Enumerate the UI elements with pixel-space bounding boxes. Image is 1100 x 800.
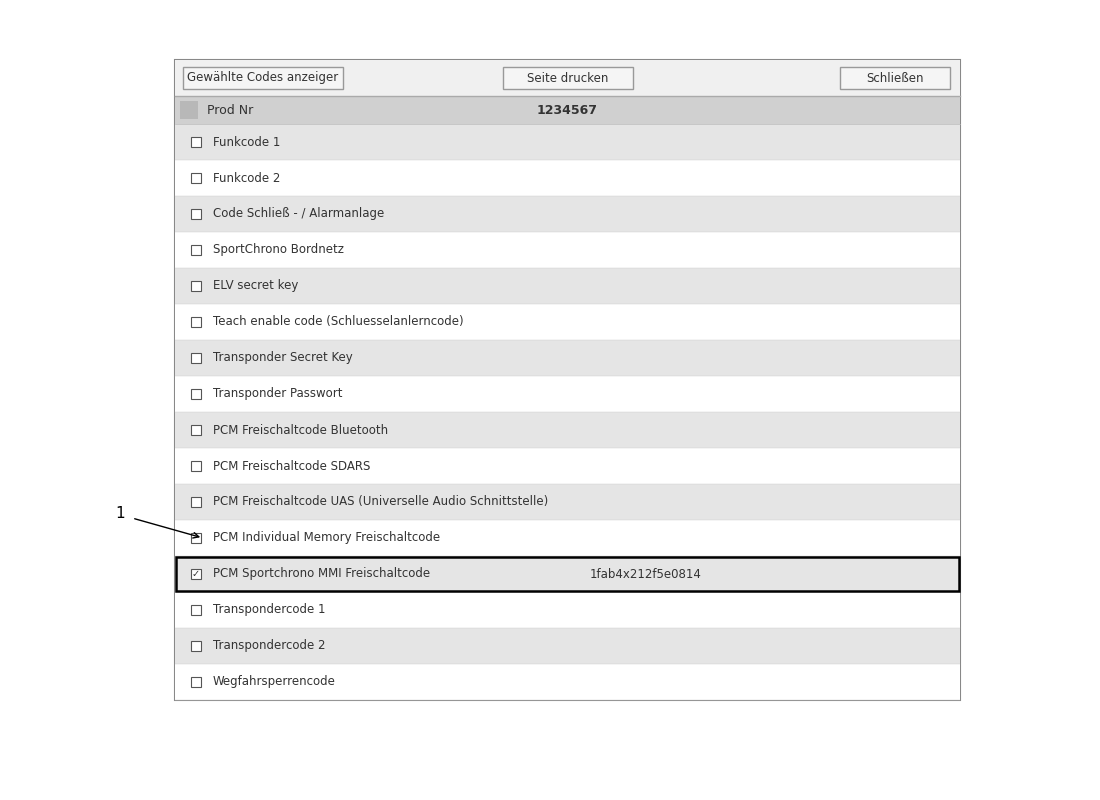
Text: Transponder Secret Key: Transponder Secret Key xyxy=(213,351,353,365)
Bar xyxy=(191,209,201,219)
Bar xyxy=(191,317,201,327)
Text: PCM Sportchrono MMI Freischaltcode: PCM Sportchrono MMI Freischaltcode xyxy=(213,567,430,581)
Text: Funkcode 1: Funkcode 1 xyxy=(213,135,280,149)
Bar xyxy=(191,245,201,255)
Bar xyxy=(175,556,960,592)
Text: 1fab4x212f5e0814: 1fab4x212f5e0814 xyxy=(590,567,702,581)
Bar xyxy=(175,124,960,160)
Bar xyxy=(175,232,960,268)
Text: Funkcode 2: Funkcode 2 xyxy=(213,171,280,185)
Bar xyxy=(180,101,198,119)
Bar xyxy=(840,67,950,89)
Text: Teach enable code (Schluesselanlerncode): Teach enable code (Schluesselanlerncode) xyxy=(213,315,463,329)
Bar xyxy=(191,389,201,399)
Text: Gewählte Codes anzeiger: Gewählte Codes anzeiger xyxy=(187,71,339,85)
Text: 1234567: 1234567 xyxy=(537,103,598,117)
Bar xyxy=(176,557,959,591)
Bar xyxy=(191,677,201,687)
Bar xyxy=(175,592,960,628)
Text: PCM Individual Memory Freischaltcode: PCM Individual Memory Freischaltcode xyxy=(213,531,440,545)
Bar xyxy=(191,605,201,615)
Bar xyxy=(175,96,960,124)
Bar xyxy=(191,497,201,507)
Text: Transponder Passwort: Transponder Passwort xyxy=(213,387,342,401)
Text: Transpondercode 2: Transpondercode 2 xyxy=(213,639,326,653)
Bar xyxy=(175,60,960,96)
Circle shape xyxy=(590,240,850,500)
Text: Transpondercode 1: Transpondercode 1 xyxy=(213,603,326,617)
Bar xyxy=(175,160,960,196)
Text: Schließen: Schließen xyxy=(867,71,924,85)
Text: PCM Freischaltcode UAS (Universelle Audio Schnittstelle): PCM Freischaltcode UAS (Universelle Audi… xyxy=(213,495,548,509)
Bar xyxy=(175,304,960,340)
Text: PCM Freischaltcode SDARS: PCM Freischaltcode SDARS xyxy=(213,459,371,473)
Text: SportChrono Bordnetz: SportChrono Bordnetz xyxy=(213,243,344,257)
Text: 1: 1 xyxy=(116,506,124,521)
Bar xyxy=(175,628,960,664)
Bar xyxy=(175,268,960,304)
Bar xyxy=(191,353,201,363)
Text: a passion for parts since 1985: a passion for parts since 1985 xyxy=(453,469,747,591)
Bar xyxy=(191,641,201,651)
Bar xyxy=(191,461,201,471)
Bar xyxy=(191,533,201,543)
Bar xyxy=(191,281,201,291)
Bar xyxy=(175,520,960,556)
Bar xyxy=(191,173,201,183)
Bar xyxy=(175,60,960,700)
Text: Prod Nr: Prod Nr xyxy=(207,103,253,117)
Bar xyxy=(191,569,201,579)
Bar xyxy=(175,412,960,448)
Bar xyxy=(191,425,201,435)
Text: Seite drucken: Seite drucken xyxy=(527,71,608,85)
Bar xyxy=(183,67,343,89)
Bar xyxy=(175,340,960,376)
Text: ✓: ✓ xyxy=(191,569,200,579)
Bar xyxy=(175,448,960,484)
Text: Code Schließ - / Alarmanlage: Code Schließ - / Alarmanlage xyxy=(213,207,384,221)
Bar xyxy=(175,196,960,232)
Bar xyxy=(191,137,201,147)
Bar xyxy=(503,67,632,89)
Bar xyxy=(175,484,960,520)
Text: Wegfahrsperrencode: Wegfahrsperrencode xyxy=(213,675,336,689)
Bar xyxy=(175,664,960,700)
Text: PCM Freischaltcode Bluetooth: PCM Freischaltcode Bluetooth xyxy=(213,423,388,437)
Text: ELV secret key: ELV secret key xyxy=(213,279,298,293)
Bar xyxy=(175,376,960,412)
